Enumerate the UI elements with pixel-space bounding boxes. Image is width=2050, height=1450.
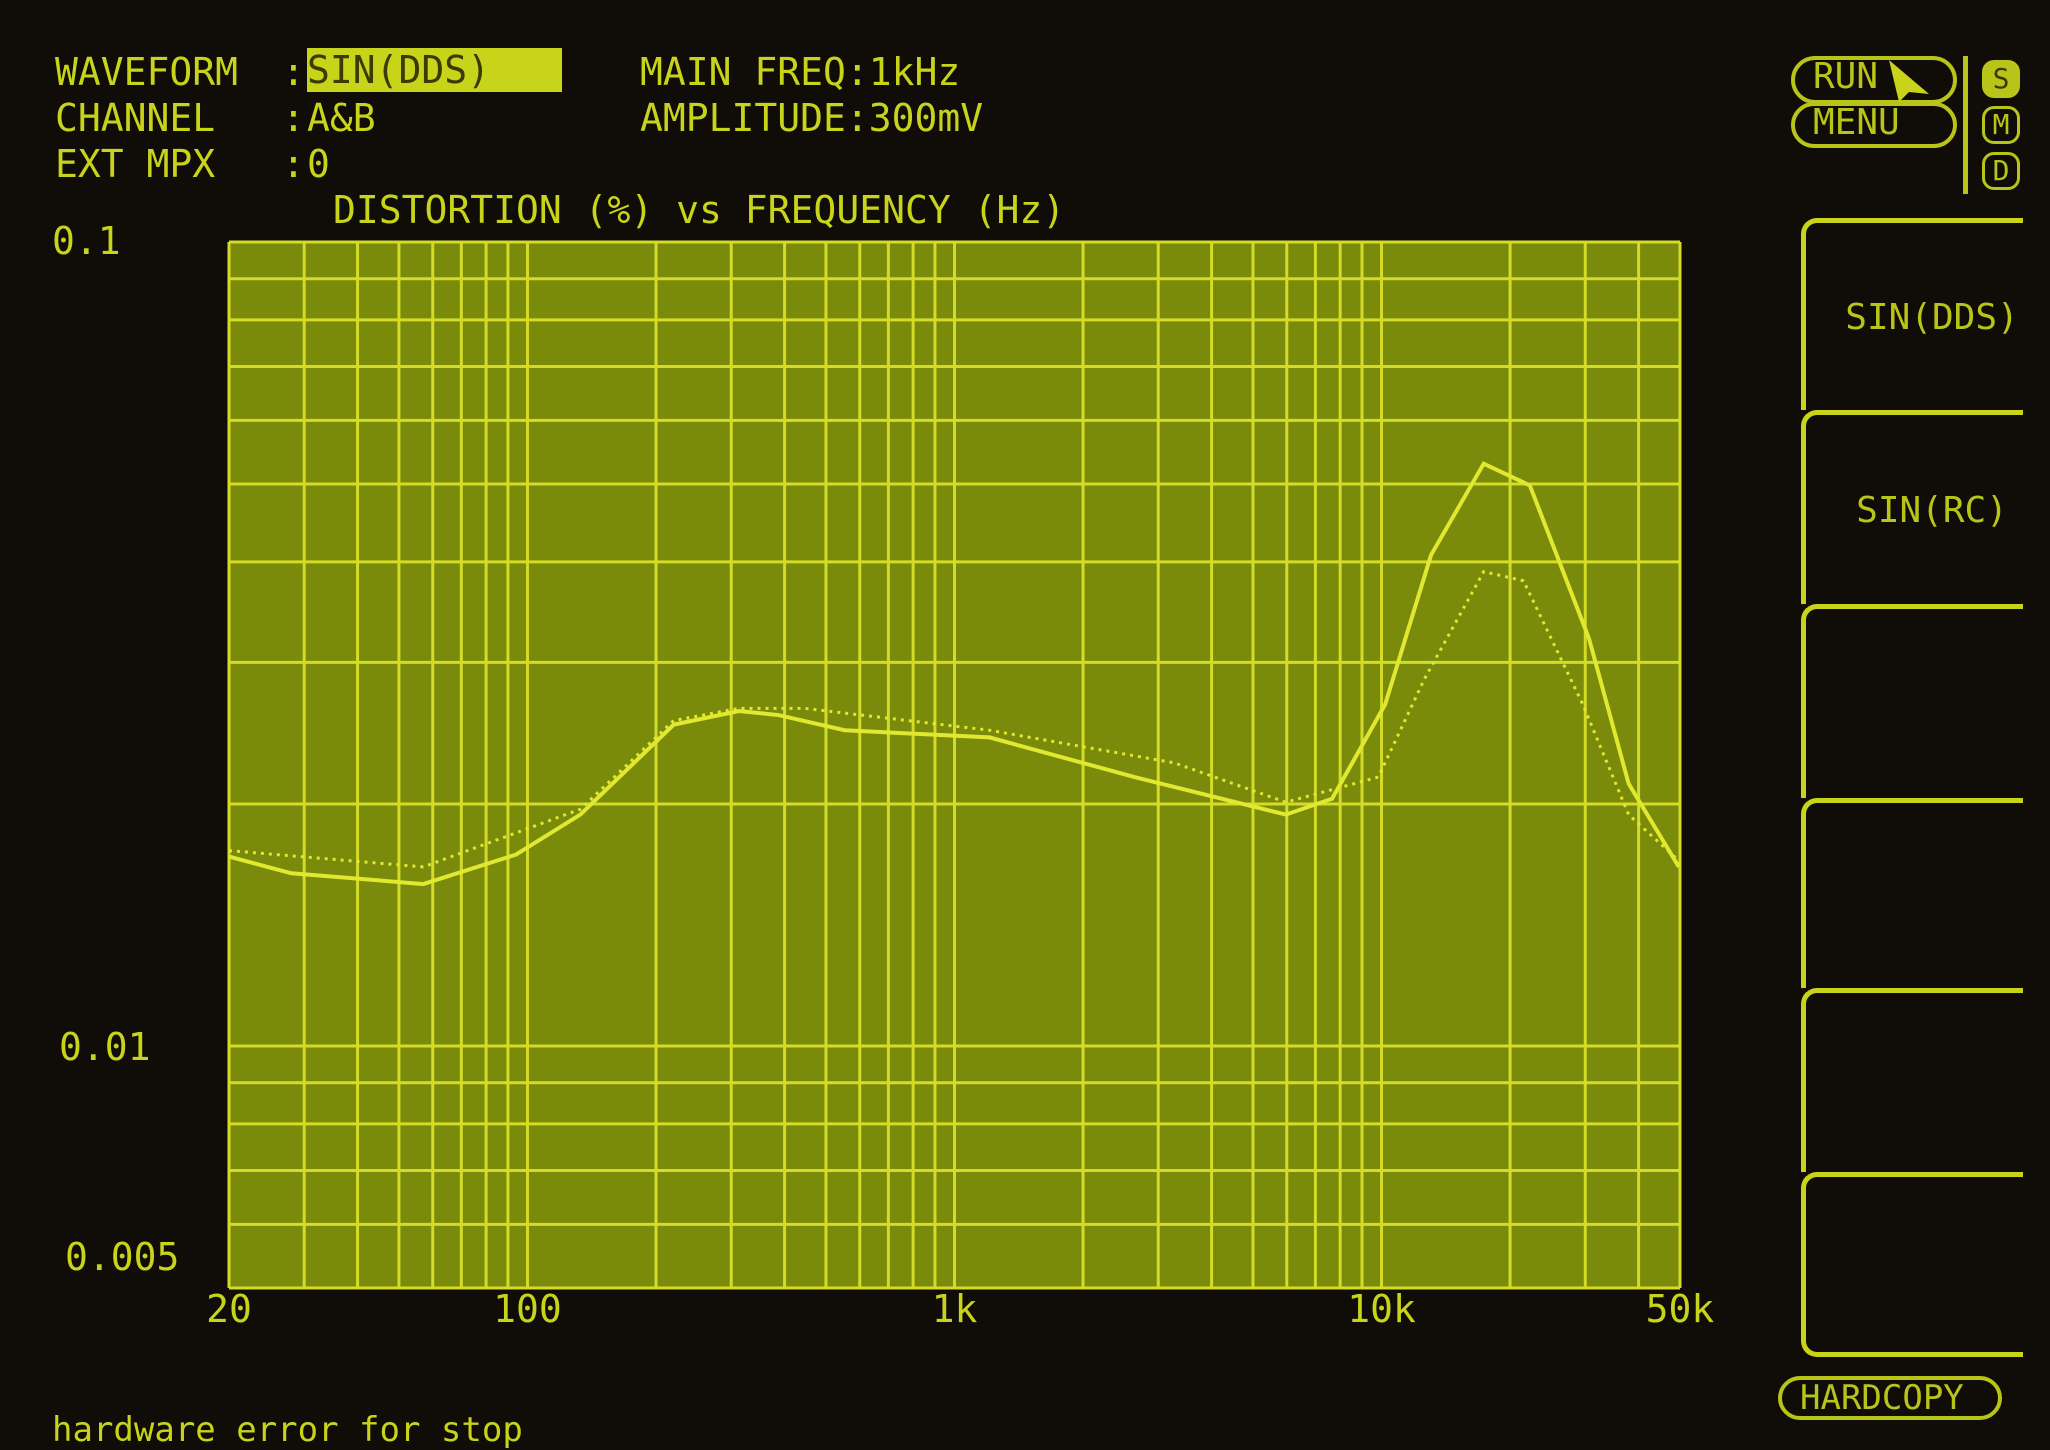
ext-mpx-value: 0: [307, 142, 330, 186]
mode-s-button[interactable]: S: [1982, 60, 2020, 98]
menu-button[interactable]: MENU: [1791, 102, 1957, 148]
x-tick-label: 10k: [1347, 1287, 1416, 1331]
x-tick-label: 100: [493, 1287, 562, 1331]
main-frequency: MAIN FREQ:1kHz: [640, 50, 961, 94]
amplitude: AMPLITUDE:300mV: [640, 96, 984, 140]
softkey-label: SIN(RC): [1856, 489, 2008, 531]
x-tick-label: 1k: [932, 1287, 978, 1331]
divider: [1963, 56, 1968, 194]
run-label: RUN: [1813, 56, 1879, 97]
softkey-1[interactable]: SIN(DDS): [1801, 218, 2023, 410]
channel-label: CHANNEL: [55, 96, 216, 140]
waveform-separator: :: [282, 50, 305, 94]
softkey-5[interactable]: [1801, 988, 2023, 1172]
softkey-3[interactable]: [1801, 604, 2023, 798]
waveform-value[interactable]: SIN(DDS): [307, 48, 562, 92]
hardcopy-label: HARDCOPY: [1800, 1378, 1964, 1418]
status-message: hardware error for stop: [52, 1410, 523, 1450]
x-tick-label: 20: [206, 1287, 252, 1331]
softkey-2[interactable]: SIN(RC): [1801, 410, 2023, 604]
channel-separator: :: [282, 96, 305, 140]
softkey-6[interactable]: [1801, 1172, 2023, 1357]
y-tick-label: 0.01: [59, 1025, 151, 1069]
chart-title: DISTORTION (%) vs FREQUENCY (Hz): [333, 188, 1066, 232]
cursor-arrow-icon: [1889, 60, 1929, 102]
channel-value: A&B: [307, 96, 376, 140]
traces: [228, 461, 1681, 887]
axis-labels: 20 100 1k 10k 50k 0.1 0.01 0.005: [52, 219, 1714, 1331]
grid: [227, 240, 1682, 1290]
mode-d-button[interactable]: D: [1982, 152, 2020, 190]
x-tick-label: 50k: [1646, 1287, 1715, 1331]
menu-label: MENU: [1813, 102, 1900, 143]
y-tick-label: 0.1: [52, 219, 121, 263]
waveform-label: WAVEFORM: [55, 50, 239, 94]
trace-2-line: [228, 569, 1680, 869]
trace-1-line: [228, 461, 1681, 887]
softkey-4[interactable]: [1801, 798, 2023, 988]
hardcopy-button[interactable]: HARDCOPY: [1778, 1376, 2002, 1420]
ext-mpx-separator: :: [282, 142, 305, 186]
mode-m-button[interactable]: M: [1982, 106, 2020, 144]
softkey-label: SIN(DDS): [1845, 296, 2019, 338]
ext-mpx-label: EXT MPX: [55, 142, 216, 186]
y-tick-label: 0.005: [65, 1235, 179, 1279]
